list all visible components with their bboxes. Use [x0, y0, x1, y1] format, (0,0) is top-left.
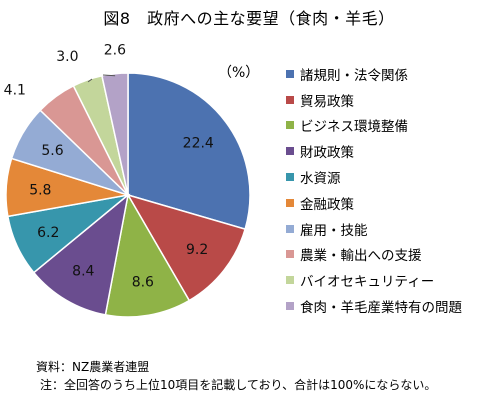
legend-swatch — [286, 302, 294, 311]
data-label: 8.6 — [132, 275, 154, 291]
data-label: 4.1 — [4, 83, 26, 99]
legend-label: 水資源 — [300, 171, 341, 188]
legend-label: 雇用・技能 — [300, 222, 368, 239]
leader-line — [102, 74, 116, 77]
legend-swatch — [286, 121, 294, 130]
legend-label: 財政政策 — [300, 145, 354, 162]
legend-item: 農業・輸出への支援 — [286, 242, 498, 268]
data-label: 9.2 — [186, 242, 208, 258]
source-note: 資料：NZ農業者連盟 — [36, 360, 150, 374]
pie-slice — [32, 193, 130, 316]
pie-slice — [126, 193, 247, 302]
legend-item: 財政政策 — [286, 138, 498, 164]
legend-item: バイオセキュリティー — [286, 267, 498, 293]
legend-label: ビジネス環境整備 — [300, 119, 408, 136]
legend-swatch — [286, 147, 294, 156]
data-label: 5.6 — [41, 143, 63, 159]
legend-swatch — [286, 276, 294, 285]
legend-label: 農業・輸出への支援 — [300, 248, 422, 265]
footnote: 注：全回答のうち上位10項目を記載しており、合計は100%にならない。 — [40, 378, 437, 392]
legend-label: 貿易政策 — [300, 93, 354, 110]
data-label: 5.8 — [29, 182, 51, 198]
legend-swatch — [286, 198, 294, 207]
legend-swatch — [286, 173, 294, 182]
legend-item: 貿易政策 — [286, 87, 498, 113]
legend-label: 金融政策 — [300, 196, 354, 213]
legend-item: ビジネス環境整備 — [286, 113, 498, 139]
legend-swatch — [286, 250, 294, 259]
pie-slice — [127, 72, 251, 231]
legend-swatch — [286, 69, 294, 78]
leader-line — [87, 78, 93, 83]
data-label: 8.4 — [72, 264, 94, 280]
unit-label: （%） — [218, 65, 260, 81]
chart-title: 図8 政府への主な要望（食肉・羊毛） — [103, 9, 395, 28]
legend-swatch — [286, 95, 294, 104]
legend-item: 水資源 — [286, 164, 498, 190]
legend-label: 諸規則・法令関係 — [300, 67, 408, 84]
data-label: 6.2 — [37, 225, 59, 241]
data-label: 22.4 — [183, 135, 214, 151]
legend: 諸規則・法令関係 貿易政策ビジネス環境整備 財政政策水資源金融政策雇用・技能農業・輸… — [286, 61, 498, 319]
legend-item: 金融政策 — [286, 190, 498, 216]
legend-label: バイオセキュリティー — [300, 274, 435, 291]
legend-swatch — [286, 224, 294, 233]
legend-item: 諸規則・法令関係 — [286, 61, 498, 87]
legend-item: 食肉・羊毛産業特有の問題 — [286, 293, 498, 319]
data-label: 3.0 — [56, 49, 78, 65]
pie-slice — [104, 192, 191, 318]
pie-slice — [101, 72, 129, 196]
legend-label: 食肉・羊毛産業特有の問題 — [300, 300, 462, 317]
legend-item: 雇用・技能 — [286, 216, 498, 242]
data-label: 2.6 — [104, 43, 126, 59]
